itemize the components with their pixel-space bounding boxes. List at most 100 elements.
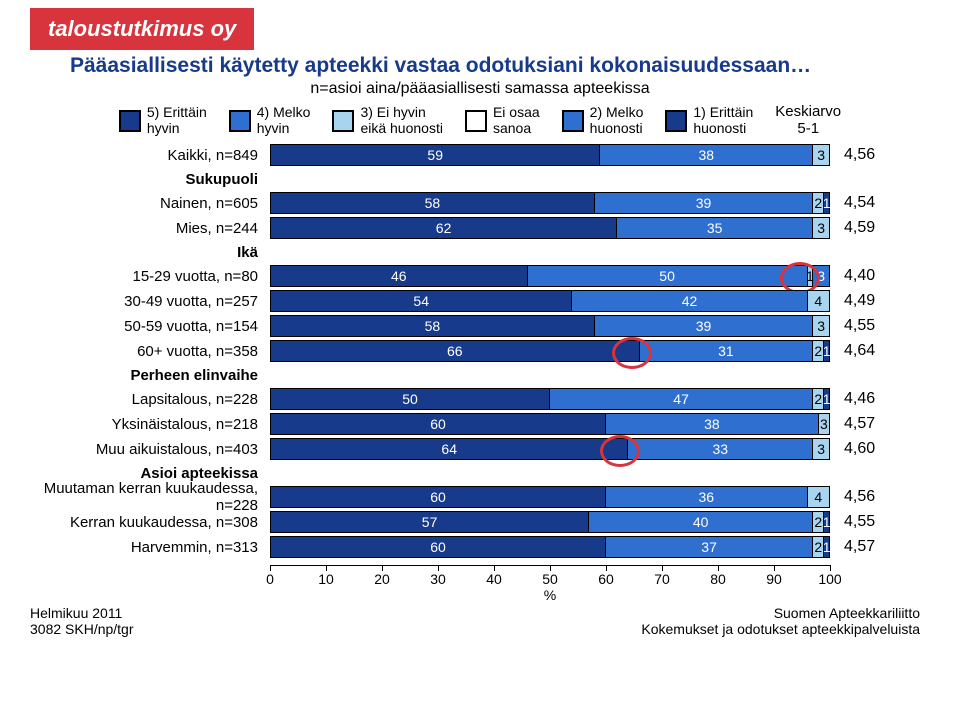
bar-segment: 3 (813, 144, 830, 166)
axis-tick-label: 60 (598, 571, 614, 587)
chart-row: Muutaman kerran kuukaudessa, n=228603644… (270, 485, 920, 509)
bar-segment: 60 (270, 486, 606, 508)
legend-item: 5) Erittäinhyvin (119, 105, 207, 136)
chart-row: Ikä (270, 241, 920, 263)
bar-segment: 36 (606, 486, 808, 508)
bar-segment: 1 (824, 388, 830, 410)
bar-segment: 3 (813, 265, 830, 287)
axis-tick-label: 90 (766, 571, 782, 587)
footer-right-2: Kokemukset ja odotukset apteekkipalvelui… (641, 621, 920, 637)
row-label: Yksinäistalous, n=218 (0, 416, 270, 433)
bar-segment: 3 (813, 217, 830, 239)
chart-row: Harvemmin, n=3136037214,57 (270, 535, 920, 559)
axis-tick-label: 0 (266, 571, 274, 587)
stacked-bar: 60364 (270, 486, 830, 508)
bar-segment: 59 (270, 144, 600, 166)
stacked-bar: 58393 (270, 315, 830, 337)
legend-label: 1) Erittäinhuonosti (693, 105, 753, 136)
bar-segment: 1 (824, 192, 830, 214)
bar-segment: 3 (813, 438, 830, 460)
legend-item: 3) Ei hyvineikä huonosti (332, 105, 443, 136)
bar-segment: 54 (270, 290, 572, 312)
chart-row: 15-29 vuotta, n=804650134,40 (270, 264, 920, 288)
legend-swatch (119, 110, 141, 132)
legend-item: 1) Erittäinhuonosti (665, 105, 753, 136)
stacked-bar: 603721 (270, 536, 830, 558)
chart-row: Sukupuoli (270, 168, 920, 190)
row-label: 30-49 vuotta, n=257 (0, 293, 270, 310)
legend-swatch (229, 110, 251, 132)
bar-segment: 4 (808, 486, 830, 508)
chart-row: 60+ vuotta, n=3586631214,64 (270, 339, 920, 363)
bar-segment: 35 (617, 217, 813, 239)
legend-label: 2) Melkohuonosti (590, 105, 644, 136)
row-label: Ikä (0, 244, 270, 261)
bar-segment: 3 (813, 315, 830, 337)
bar-segment: 58 (270, 192, 595, 214)
stacked-bar: 54424 (270, 290, 830, 312)
row-label: Sukupuoli (0, 171, 270, 188)
bar-segment: 3 (819, 413, 830, 435)
row-label: Muutaman kerran kuukaudessa, n=228 (0, 480, 270, 514)
stacked-bar: 64333 (270, 438, 830, 460)
row-label: Harvemmin, n=313 (0, 539, 270, 556)
legend-swatch (665, 110, 687, 132)
row-label: 15-29 vuotta, n=80 (0, 268, 270, 285)
axis-tick-label: 80 (710, 571, 726, 587)
row-mean: 4,54 (830, 194, 904, 212)
chart-row: Perheen elinvaihe (270, 364, 920, 386)
axis-label: % (544, 587, 556, 603)
legend-item: 4) Melkohyvin (229, 105, 311, 136)
bar-segment: 39 (595, 192, 813, 214)
legend-mean-label: Keskiarvo5-1 (775, 104, 841, 137)
bar-segment: 60 (270, 536, 606, 558)
row-label: Lapsitalous, n=228 (0, 391, 270, 408)
stacked-bar: 504721 (270, 388, 830, 410)
axis-tick-label: 10 (318, 571, 334, 587)
axis-tick-label: 40 (486, 571, 502, 587)
row-label: 60+ vuotta, n=358 (0, 343, 270, 360)
chart-row: Mies, n=244623534,59 (270, 216, 920, 240)
bar-segment: 33 (628, 438, 813, 460)
bar-segment: 1 (824, 511, 830, 533)
bar-segment: 4 (808, 290, 830, 312)
legend-label: 4) Melkohyvin (257, 105, 311, 136)
footer-left-2: 3082 SKH/np/tgr (30, 621, 134, 637)
footer-left-1: Helmikuu 2011 (30, 605, 134, 621)
row-label: Perheen elinvaihe (0, 367, 270, 384)
bar-segment: 46 (270, 265, 528, 287)
row-mean: 4,57 (830, 415, 904, 433)
stacked-bar: 465013 (270, 265, 830, 287)
row-label: 50-59 vuotta, n=154 (0, 318, 270, 335)
row-label: Mies, n=244 (0, 220, 270, 237)
legend-swatch (465, 110, 487, 132)
bar-segment: 58 (270, 315, 595, 337)
stacked-bar: 663121 (270, 340, 830, 362)
bar-segment: 37 (606, 536, 813, 558)
bar-segment: 66 (270, 340, 640, 362)
chart-row: Kaikki, n=849593834,56 (270, 143, 920, 167)
row-mean: 4,46 (830, 390, 904, 408)
chart-row: Muu aikuistalous, n=403643334,60 (270, 437, 920, 461)
chart-row: 50-59 vuotta, n=154583934,55 (270, 314, 920, 338)
stacked-bar: 59383 (270, 144, 830, 166)
stacked-bar: 62353 (270, 217, 830, 239)
legend-swatch (562, 110, 584, 132)
page-title: Pääasiallisesti käytetty apteekki vastaa… (70, 54, 920, 78)
row-mean: 4,64 (830, 342, 904, 360)
stacked-bar: 574021 (270, 511, 830, 533)
footer: Helmikuu 2011 3082 SKH/np/tgr Suomen Apt… (30, 605, 920, 637)
x-axis: 0102030405060708090100% (270, 565, 830, 601)
page-subtitle: n=asioi aina/pääasiallisesti samassa apt… (0, 80, 960, 98)
chart-row: 30-49 vuotta, n=257544244,49 (270, 289, 920, 313)
bar-segment: 40 (589, 511, 813, 533)
row-mean: 4,59 (830, 219, 904, 237)
stacked-bar: 583921 (270, 192, 830, 214)
axis-tick-label: 100 (818, 571, 841, 587)
legend-swatch (332, 110, 354, 132)
row-mean: 4,55 (830, 317, 904, 335)
legend-item: 2) Melkohuonosti (562, 105, 644, 136)
bar-segment: 31 (640, 340, 814, 362)
bar-segment: 60 (270, 413, 606, 435)
stacked-bar: 60383 (270, 413, 830, 435)
